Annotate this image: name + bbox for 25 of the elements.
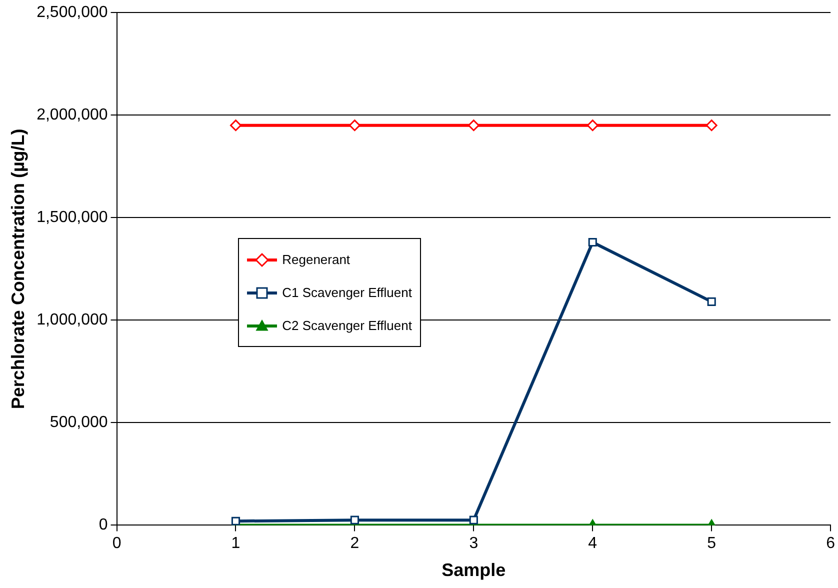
x-tick-label: 0: [112, 535, 122, 552]
point: [468, 120, 480, 132]
y-tick-label: 2,500,000: [36, 4, 108, 22]
y-tick-label: 2,000,000: [36, 106, 108, 124]
legend-label: Regenerant: [282, 252, 350, 268]
point: [707, 297, 716, 306]
point: [348, 120, 360, 132]
y-tick-label: 500,000: [50, 414, 108, 432]
x-tick-label: 6: [826, 535, 836, 552]
x-tick-label: 2: [350, 535, 360, 552]
y-tick-label: 1,500,000: [36, 209, 108, 226]
legend-label: C1 Scavenger Effluent: [282, 285, 412, 300]
legend-label: C2 Scavenger Effluent: [282, 318, 412, 334]
point: [706, 120, 718, 132]
y-axis-title: Perchlorate Concentration (µg/L): [8, 128, 28, 410]
x-axis-title: Sample: [442, 560, 506, 580]
y-tick-label: 1,000,000: [36, 312, 108, 329]
point: [586, 120, 598, 132]
point: [230, 120, 242, 132]
x-tick-label: 4: [588, 535, 598, 552]
x-tick-label: 1: [231, 535, 240, 552]
point: [588, 238, 597, 247]
x-tick-label: 5: [707, 535, 716, 552]
x-tick-label: 3: [469, 535, 478, 552]
y-tick-label: 0: [98, 516, 108, 534]
